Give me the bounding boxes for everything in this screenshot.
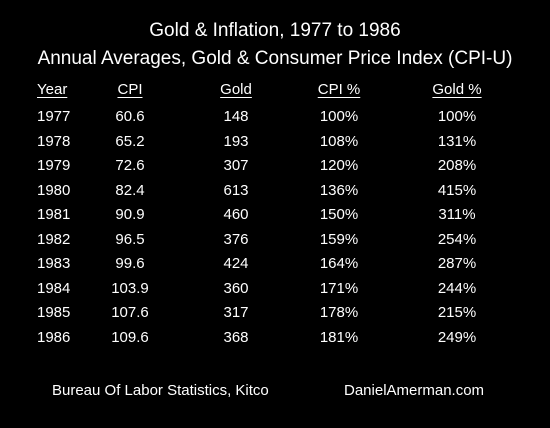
chart-title: Gold & Inflation, 1977 to 1986 xyxy=(149,20,401,41)
gold-cell: 317 xyxy=(223,304,249,321)
cpi-cell: 65.2 xyxy=(115,132,145,150)
cpi-percent-cell: 136% xyxy=(319,181,359,199)
year-cell: 1978 xyxy=(37,132,71,150)
gold-cell: 376 xyxy=(223,230,249,248)
gold-cell: 307 xyxy=(223,157,249,174)
gold-cell: 613 xyxy=(223,181,249,199)
gold-cell: 368 xyxy=(223,328,249,346)
year-cell: 1979 xyxy=(37,157,71,174)
table-row: 1977 60.6 148 100% 100% xyxy=(0,105,550,130)
year-cell: 1977 xyxy=(37,108,71,125)
table-row: 1984 103.9 360 171% 244% xyxy=(0,277,550,302)
column-header-cpi: CPI xyxy=(117,81,143,98)
column-header-year: Year xyxy=(37,81,68,98)
table-row: 1980 82.4 613 136% 415% xyxy=(0,179,550,204)
table-row: 1979 72.6 307 120% 208% xyxy=(0,154,550,179)
cpi-cell: 60.6 xyxy=(115,108,145,125)
column-header-cpi-percent: CPI % xyxy=(317,81,361,98)
cpi-percent-cell: 120% xyxy=(319,157,359,174)
year-cell: 1982 xyxy=(37,230,71,248)
gold-percent-cell: 287% xyxy=(437,255,477,272)
gold-percent-cell: 100% xyxy=(437,108,477,125)
cpi-percent-cell: 164% xyxy=(319,255,359,272)
table-row: 1978 65.2 193 108% 131% xyxy=(0,130,550,155)
cpi-percent-cell: 150% xyxy=(319,206,359,223)
year-cell: 1986 xyxy=(37,328,71,346)
cpi-cell: 109.6 xyxy=(111,328,149,346)
gold-percent-cell: 215% xyxy=(437,304,477,321)
data-table: Year CPI Gold CPI % Gold % 1977 60.6 148 10… xyxy=(0,78,550,350)
gold-percent-cell: 415% xyxy=(437,181,477,199)
cpi-cell: 90.9 xyxy=(115,206,145,223)
table-row: 1983 99.6 424 164% 287% xyxy=(0,252,550,277)
cpi-cell: 103.9 xyxy=(111,279,149,297)
table-row: 1981 90.9 460 150% 311% xyxy=(0,203,550,228)
gold-percent-cell: 208% xyxy=(437,157,477,174)
gold-cell: 148 xyxy=(223,108,249,125)
cpi-percent-cell: 171% xyxy=(319,279,359,297)
cpi-percent-cell: 181% xyxy=(319,328,359,346)
table-row: 1985 107.6 317 178% 215% xyxy=(0,301,550,326)
year-cell: 1984 xyxy=(37,279,71,297)
cpi-percent-cell: 159% xyxy=(319,230,359,248)
gold-cell: 460 xyxy=(223,206,249,223)
gold-percent-cell: 131% xyxy=(437,132,477,150)
column-header-gold: Gold xyxy=(220,81,252,98)
cpi-cell: 107.6 xyxy=(111,304,149,321)
cpi-cell: 99.6 xyxy=(115,255,145,272)
table-row: 1986 109.6 368 181% 249% xyxy=(0,326,550,351)
year-cell: 1980 xyxy=(37,181,71,199)
cpi-cell: 96.5 xyxy=(115,230,145,248)
cpi-cell: 72.6 xyxy=(115,157,145,174)
gold-percent-cell: 244% xyxy=(437,279,477,297)
year-cell: 1985 xyxy=(37,304,71,321)
column-header-gold-percent: Gold % xyxy=(432,81,482,98)
gold-percent-cell: 311% xyxy=(438,206,476,223)
cpi-percent-cell: 108% xyxy=(319,132,359,150)
cpi-percent-cell: 178% xyxy=(319,304,359,321)
year-cell: 1983 xyxy=(37,255,71,272)
cpi-cell: 82.4 xyxy=(115,181,145,199)
gold-cell: 193 xyxy=(223,132,249,150)
source-credit: Bureau Of Labor Statistics, Kitco xyxy=(52,382,269,399)
table-row: 1982 96.5 376 159% 254% xyxy=(0,228,550,253)
table-header-row: Year CPI Gold CPI % Gold % xyxy=(0,78,550,105)
gold-cell: 424 xyxy=(223,255,249,272)
site-credit: DanielAmerman.com xyxy=(344,382,485,399)
cpi-percent-cell: 100% xyxy=(319,108,359,125)
chart-subtitle: Annual Averages, Gold & Consumer Price I… xyxy=(37,48,513,69)
gold-percent-cell: 249% xyxy=(437,328,477,346)
year-cell: 1981 xyxy=(37,206,71,223)
gold-percent-cell: 254% xyxy=(437,230,477,248)
gold-cell: 360 xyxy=(223,279,249,297)
